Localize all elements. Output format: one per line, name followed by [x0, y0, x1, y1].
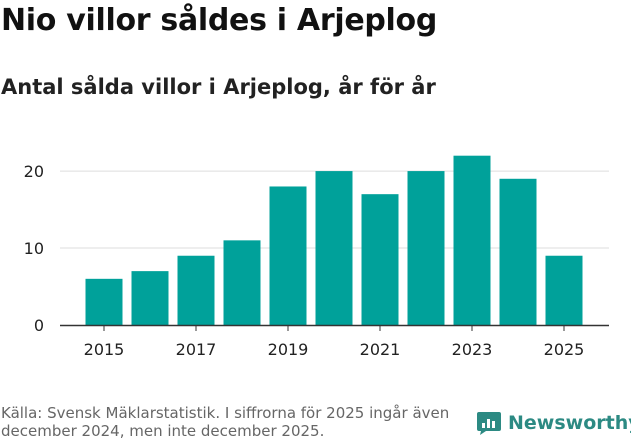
bar-2015: [85, 278, 123, 325]
y-tick-label: 0: [34, 316, 44, 335]
x-tick-label: 2015: [84, 340, 125, 359]
x-tick-labels: 2015 2017 2019 2021 2023 2025: [84, 325, 585, 359]
chart-subtitle: Antal sålda villor i Arjeplog, år för år: [1, 75, 436, 99]
chart-title: Nio villor såldes i Arjeplog: [1, 3, 438, 38]
x-tick-label: 2025: [544, 340, 585, 359]
bar-2019: [269, 186, 307, 325]
newsworthy-logo-icon: [477, 412, 501, 435]
x-tick-label: 2021: [360, 340, 401, 359]
bar-2023: [453, 155, 491, 325]
x-tick-label: 2017: [176, 340, 217, 359]
bar-2018: [223, 240, 261, 325]
bar-chart: 0 10 20 2015 2017 2019 2021 2023 2025: [24, 155, 609, 359]
bar-2021: [361, 194, 399, 325]
bar-2024: [499, 178, 537, 325]
brand-label: Newsworthy: [508, 412, 631, 434]
x-tick-label: 2023: [452, 340, 493, 359]
bar-2016: [131, 271, 169, 325]
bars: [85, 155, 583, 325]
bar-2017: [177, 255, 215, 325]
y-tick-labels: 0 10 20: [24, 162, 44, 335]
bar-2025: [545, 255, 583, 325]
x-tick-label: 2019: [268, 340, 309, 359]
y-tick-label: 20: [24, 162, 44, 181]
brand-logo: Newsworthy: [476, 410, 631, 436]
bar-2022: [407, 171, 445, 325]
bar-2020: [315, 171, 353, 325]
y-tick-label: 10: [24, 239, 44, 258]
source-note: Källa: Svensk Mäklarstatistik. I siffror…: [1, 404, 450, 440]
